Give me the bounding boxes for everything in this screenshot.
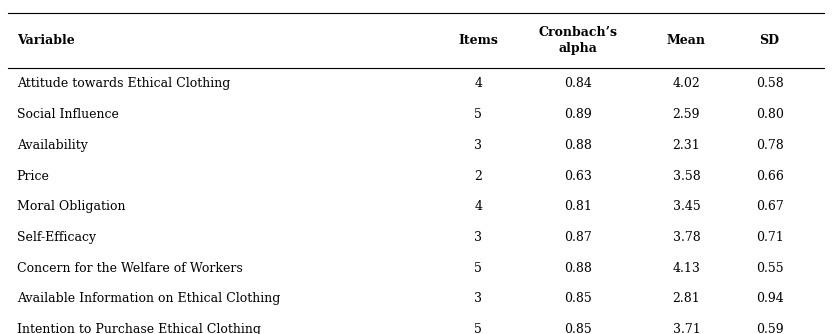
Text: 0.78: 0.78 — [755, 139, 784, 152]
Text: Mean: Mean — [667, 34, 706, 47]
Text: Cronbach’s
alpha: Cronbach’s alpha — [539, 26, 617, 55]
Text: 4.02: 4.02 — [672, 77, 701, 90]
Text: Social Influence: Social Influence — [17, 108, 118, 121]
Text: 0.85: 0.85 — [564, 293, 592, 305]
Text: Availability: Availability — [17, 139, 87, 152]
Text: 0.66: 0.66 — [755, 170, 784, 182]
Text: 3.58: 3.58 — [672, 170, 701, 182]
Text: Items: Items — [458, 34, 498, 47]
Text: 0.84: 0.84 — [564, 77, 592, 90]
Text: SD: SD — [760, 34, 780, 47]
Text: Available Information on Ethical Clothing: Available Information on Ethical Clothin… — [17, 293, 280, 305]
Text: 4: 4 — [474, 200, 483, 213]
Text: Intention to Purchase Ethical Clothing: Intention to Purchase Ethical Clothing — [17, 323, 260, 334]
Text: Concern for the Welfare of Workers: Concern for the Welfare of Workers — [17, 262, 242, 275]
Text: 0.59: 0.59 — [755, 323, 784, 334]
Text: 3: 3 — [474, 139, 483, 152]
Text: Attitude towards Ethical Clothing: Attitude towards Ethical Clothing — [17, 77, 230, 90]
Text: 0.67: 0.67 — [755, 200, 784, 213]
Text: 2.81: 2.81 — [672, 293, 701, 305]
Text: 0.87: 0.87 — [564, 231, 592, 244]
Text: Price: Price — [17, 170, 50, 182]
Text: 0.55: 0.55 — [755, 262, 784, 275]
Text: Moral Obligation: Moral Obligation — [17, 200, 125, 213]
Text: 2: 2 — [474, 170, 483, 182]
Text: 0.80: 0.80 — [755, 108, 784, 121]
Text: 0.81: 0.81 — [564, 200, 592, 213]
Text: Self-Efficacy: Self-Efficacy — [17, 231, 96, 244]
Text: Variable: Variable — [17, 34, 74, 47]
Text: 4.13: 4.13 — [672, 262, 701, 275]
Text: 0.63: 0.63 — [564, 170, 592, 182]
Text: 3: 3 — [474, 293, 483, 305]
Text: 3.71: 3.71 — [672, 323, 701, 334]
Text: 0.71: 0.71 — [755, 231, 784, 244]
Text: 0.94: 0.94 — [755, 293, 784, 305]
Text: 3: 3 — [474, 231, 483, 244]
Text: 0.58: 0.58 — [755, 77, 784, 90]
Text: 4: 4 — [474, 77, 483, 90]
Text: 2.59: 2.59 — [672, 108, 701, 121]
Text: 3.45: 3.45 — [672, 200, 701, 213]
Text: 3.78: 3.78 — [672, 231, 701, 244]
Text: 0.88: 0.88 — [564, 262, 592, 275]
Text: 5: 5 — [474, 262, 483, 275]
Text: 2.31: 2.31 — [672, 139, 701, 152]
Text: 5: 5 — [474, 108, 483, 121]
Text: 0.88: 0.88 — [564, 139, 592, 152]
Text: 0.89: 0.89 — [564, 108, 592, 121]
Text: 5: 5 — [474, 323, 483, 334]
Text: 0.85: 0.85 — [564, 323, 592, 334]
